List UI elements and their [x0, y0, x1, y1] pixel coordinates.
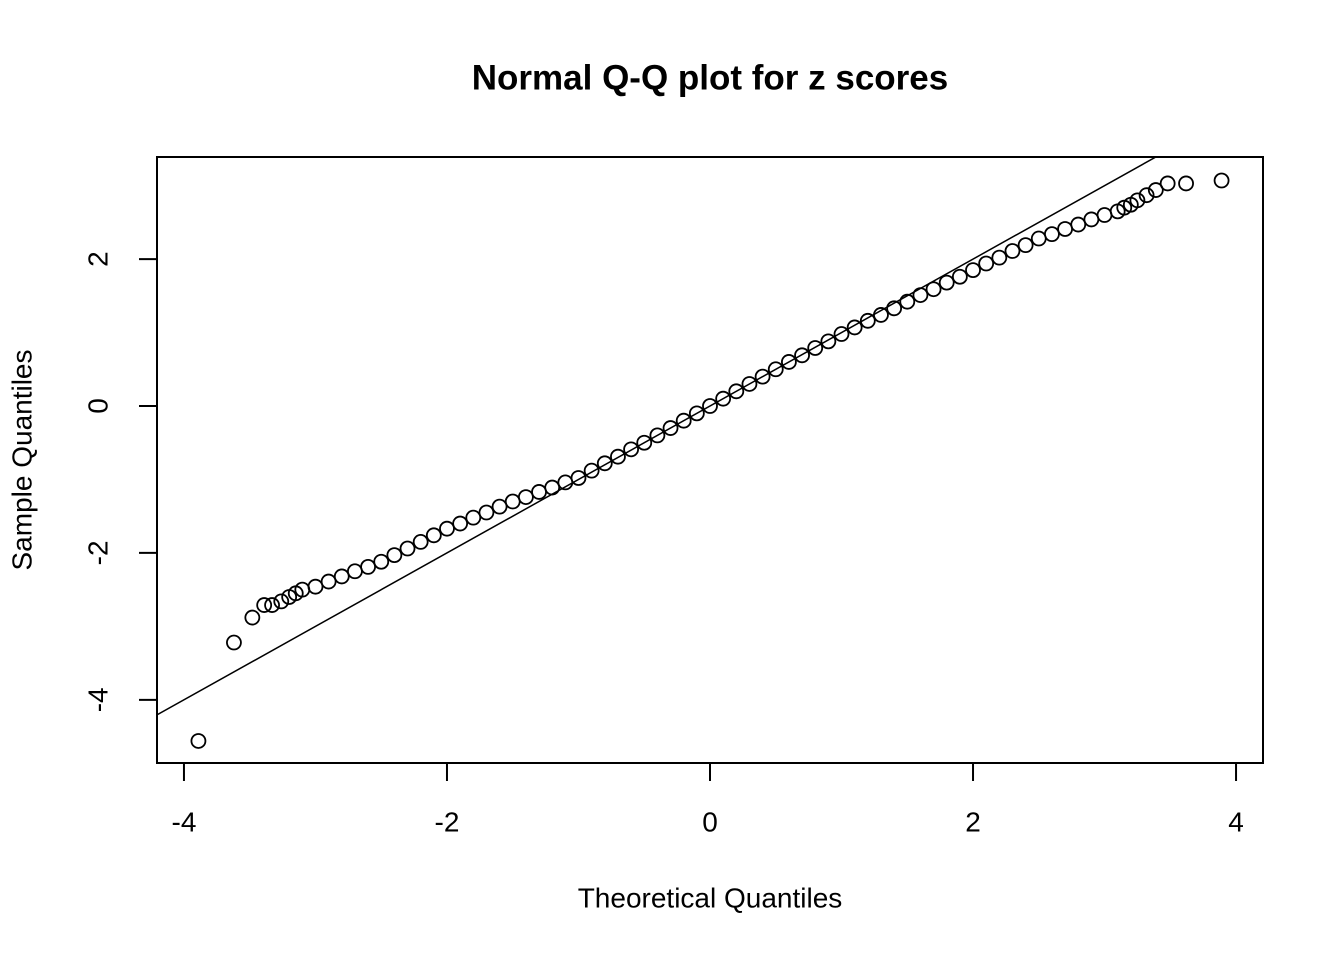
point [1004, 243, 1021, 259]
point [1159, 175, 1176, 192]
point [491, 498, 508, 515]
point [833, 326, 850, 342]
point [991, 249, 1008, 266]
x-tick-label: 2 [965, 806, 981, 837]
point [781, 354, 797, 370]
point [583, 462, 600, 479]
point [794, 347, 810, 364]
point [728, 383, 745, 400]
point [517, 489, 534, 505]
point [333, 568, 350, 585]
point [965, 262, 981, 279]
point [675, 412, 692, 429]
point [978, 255, 995, 272]
point [873, 307, 889, 323]
y-axis-label: Sample Quantiles [6, 349, 37, 570]
point [465, 509, 482, 526]
point [662, 420, 679, 436]
point [715, 390, 732, 407]
x-tick-label: -4 [172, 806, 197, 837]
plot-area [157, 157, 1230, 749]
point [1044, 226, 1060, 243]
point [544, 479, 561, 496]
point [741, 376, 758, 392]
point [846, 319, 863, 336]
point [649, 427, 666, 444]
point [1147, 182, 1164, 198]
x-axis-label: Theoretical Quantiles [578, 882, 843, 913]
point [386, 547, 403, 564]
point [859, 312, 876, 329]
point [570, 470, 587, 486]
point [1083, 211, 1100, 228]
point [1213, 172, 1230, 189]
point [478, 504, 495, 521]
point [1096, 207, 1113, 223]
point [439, 520, 455, 537]
point [767, 361, 784, 378]
point [688, 405, 705, 422]
x-tick-label: 4 [1228, 806, 1244, 837]
point [596, 455, 613, 472]
point [807, 340, 824, 356]
point [951, 268, 968, 285]
y-tick-label: 0 [82, 398, 113, 414]
point [899, 293, 916, 310]
point [307, 578, 324, 595]
point [912, 287, 929, 303]
chart-title: Normal Q-Q plot for z scores [472, 58, 948, 97]
y-tick-label: 2 [82, 251, 113, 267]
point [1070, 216, 1087, 233]
point [1057, 221, 1073, 237]
y-tick-label: -2 [82, 540, 113, 565]
point [636, 434, 653, 451]
point [1138, 187, 1155, 204]
point [938, 274, 955, 291]
point [190, 733, 207, 749]
point [925, 281, 942, 298]
point [412, 534, 429, 550]
point [623, 441, 639, 458]
plot-frame [156, 156, 1264, 764]
point [886, 300, 903, 317]
point [425, 527, 442, 544]
point [373, 553, 390, 570]
point [244, 609, 261, 626]
x-tick-label: 0 [702, 806, 718, 837]
x-tick-label: -2 [435, 806, 460, 837]
point [347, 563, 363, 580]
point [504, 493, 521, 510]
point [531, 484, 547, 500]
point [1017, 237, 1034, 254]
point [360, 558, 376, 575]
point [264, 597, 280, 613]
point [1178, 175, 1194, 192]
point [226, 634, 242, 651]
reference-line [157, 157, 1158, 716]
y-tick-label: -4 [82, 687, 113, 712]
point [320, 573, 337, 590]
point [452, 515, 469, 532]
point [702, 398, 718, 414]
point [256, 597, 273, 613]
point [1129, 192, 1146, 209]
point [610, 448, 626, 465]
point [754, 368, 771, 385]
point [273, 593, 290, 610]
point [1030, 230, 1047, 247]
point [399, 540, 416, 557]
point [820, 333, 837, 350]
